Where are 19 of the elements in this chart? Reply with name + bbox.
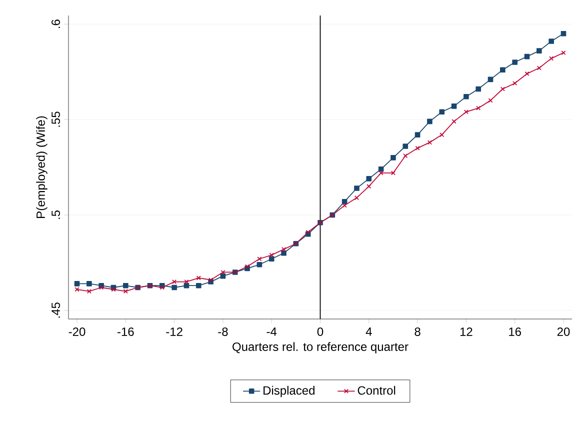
y-tick-label: .6 xyxy=(52,20,60,28)
x-tick-label: 16 xyxy=(509,327,521,336)
x-tick-label: -20 xyxy=(68,327,86,336)
x-tick-label: 4 xyxy=(366,327,372,336)
x-tick-label: -12 xyxy=(166,327,182,336)
x-tick-label: -4 xyxy=(266,327,277,336)
legend-label: Control xyxy=(358,386,396,395)
x-tick-label: 12 xyxy=(460,327,472,336)
x-tick-label: -8 xyxy=(218,327,228,336)
y-axis-title: P(employed) (Wife) xyxy=(36,116,48,218)
y-tick-label: .45 xyxy=(52,302,60,318)
legend-label: Displaced xyxy=(264,386,314,398)
x-tick-label: 20 xyxy=(557,327,570,336)
x-tick-label: 8 xyxy=(414,327,420,336)
x-axis-title: Quarters rel. to reference quarter xyxy=(232,342,408,354)
x-tick-label: 0 xyxy=(317,327,324,336)
y-tick-label: .5 xyxy=(52,210,60,219)
y-tick-label: .55 xyxy=(52,112,60,127)
x-tick-label: -16 xyxy=(118,327,134,336)
